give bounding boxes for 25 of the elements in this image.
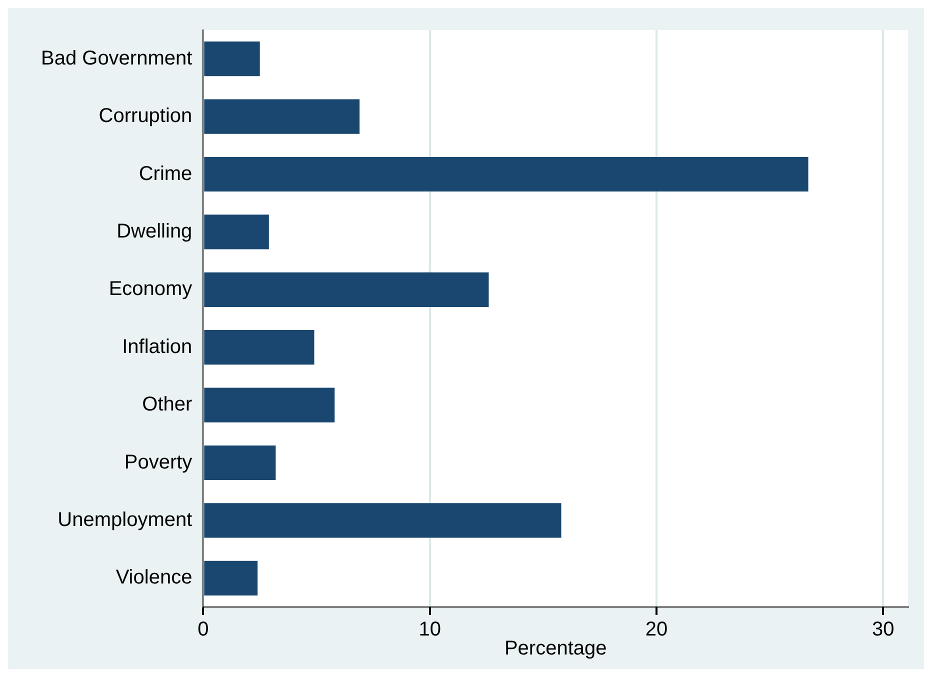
y-tick-label: Dwelling xyxy=(116,220,192,242)
x-tick-label: 10 xyxy=(418,618,441,641)
x-axis-title: Percentage xyxy=(504,638,607,660)
x-tick-label: 30 xyxy=(872,618,894,641)
y-tick-label: Unemployment xyxy=(58,508,193,531)
bar xyxy=(204,330,314,365)
bar xyxy=(204,99,360,134)
y-tick-label: Corruption xyxy=(98,105,192,128)
y-tick-label: Violence xyxy=(116,566,192,589)
bar xyxy=(204,42,260,76)
bar xyxy=(204,272,489,307)
y-tick-label: Other xyxy=(142,394,193,416)
bar xyxy=(204,560,258,596)
y-tick-label: Bad Government xyxy=(40,47,193,70)
x-tick-label: 20 xyxy=(645,618,668,641)
y-tick-label: Poverty xyxy=(124,451,192,474)
y-tick-label: Crime xyxy=(138,162,192,185)
bar xyxy=(204,503,562,538)
y-tick-label: Inflation xyxy=(122,336,192,358)
bar xyxy=(204,214,269,250)
x-tick-label: 0 xyxy=(198,618,209,641)
bar xyxy=(204,445,276,480)
bar xyxy=(204,156,808,192)
y-tick-label: Economy xyxy=(108,278,192,300)
bar xyxy=(204,388,335,422)
